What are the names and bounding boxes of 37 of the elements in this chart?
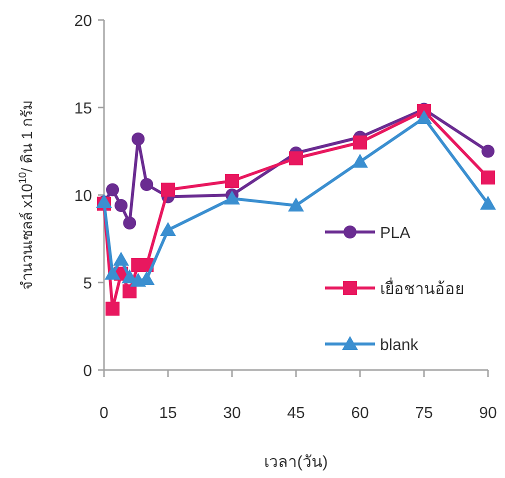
point [482, 144, 494, 158]
point [225, 174, 239, 188]
point [140, 178, 154, 191]
x-tick-label: 75 [415, 405, 433, 422]
y-tick-label: 0 [83, 363, 92, 380]
x-tick-label: 15 [159, 405, 177, 422]
point [289, 151, 303, 166]
y-tick-label: 20 [74, 13, 92, 30]
y-tick-label: 5 [83, 276, 92, 292]
point [224, 190, 240, 204]
x-tick-label: 30 [223, 405, 241, 422]
x-axis-title: เวลา(วัน) [264, 454, 328, 471]
legend-label: PLA [380, 225, 411, 242]
point [352, 154, 368, 168]
point [161, 182, 175, 197]
legend-label: blank [380, 337, 420, 354]
x-tick-label: 60 [351, 405, 369, 422]
point [132, 132, 145, 146]
point [160, 222, 176, 236]
point [114, 199, 128, 212]
point [480, 196, 496, 210]
y-tick-label: 15 [74, 100, 92, 118]
point [353, 136, 367, 150]
y-tick-label: 10 [74, 188, 92, 205]
x-tick-label: 0 [100, 405, 109, 422]
point [106, 183, 120, 196]
legend-label: เยื่อชานอ้อย [380, 277, 464, 298]
point [122, 284, 137, 298]
x-tick-label: 90 [479, 405, 497, 422]
point [123, 216, 136, 230]
point [416, 110, 432, 124]
point [113, 252, 130, 266]
point [481, 170, 495, 184]
x-tick-label: 45 [287, 405, 305, 422]
point [288, 198, 304, 212]
point [106, 302, 120, 316]
point [104, 266, 121, 280]
